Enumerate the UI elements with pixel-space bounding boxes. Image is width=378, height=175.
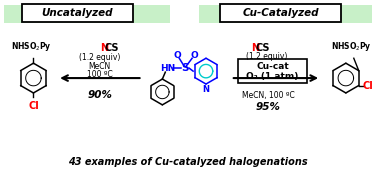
Text: CS: CS xyxy=(105,43,119,53)
Bar xyxy=(199,5,372,23)
FancyBboxPatch shape xyxy=(238,59,307,83)
Text: S: S xyxy=(181,63,189,73)
Text: Cl: Cl xyxy=(363,80,373,90)
FancyBboxPatch shape xyxy=(22,4,133,22)
Text: N: N xyxy=(100,43,108,53)
Text: 90%: 90% xyxy=(87,90,112,100)
Text: (1.2 equiv): (1.2 equiv) xyxy=(246,52,287,61)
Text: MeCN, 100 ºC: MeCN, 100 ºC xyxy=(242,91,295,100)
Text: NHSO$_2$Py: NHSO$_2$Py xyxy=(332,40,372,53)
Text: MeCN: MeCN xyxy=(89,62,111,71)
Text: O: O xyxy=(190,51,198,60)
Text: O₂ (1 atm): O₂ (1 atm) xyxy=(246,72,299,81)
Text: NHSO$_2$Py: NHSO$_2$Py xyxy=(11,40,52,53)
Text: CS: CS xyxy=(256,43,270,53)
Text: Cu-Catalyzed: Cu-Catalyzed xyxy=(242,8,319,18)
Text: N: N xyxy=(203,85,209,94)
Text: 43 examples of Cu-catalyzed halogenations: 43 examples of Cu-catalyzed halogenation… xyxy=(68,157,308,167)
Text: HN: HN xyxy=(160,64,175,73)
Text: O: O xyxy=(174,51,181,60)
Text: Uncatalyzed: Uncatalyzed xyxy=(41,8,113,18)
Text: 100 ºC: 100 ºC xyxy=(87,70,113,79)
Text: (1.2 equiv): (1.2 equiv) xyxy=(79,53,121,62)
Text: 95%: 95% xyxy=(256,102,281,112)
Text: Cu-cat: Cu-cat xyxy=(256,62,289,71)
Text: Cl: Cl xyxy=(28,101,39,111)
Bar xyxy=(4,5,170,23)
Text: N: N xyxy=(251,43,259,53)
FancyBboxPatch shape xyxy=(220,4,341,22)
